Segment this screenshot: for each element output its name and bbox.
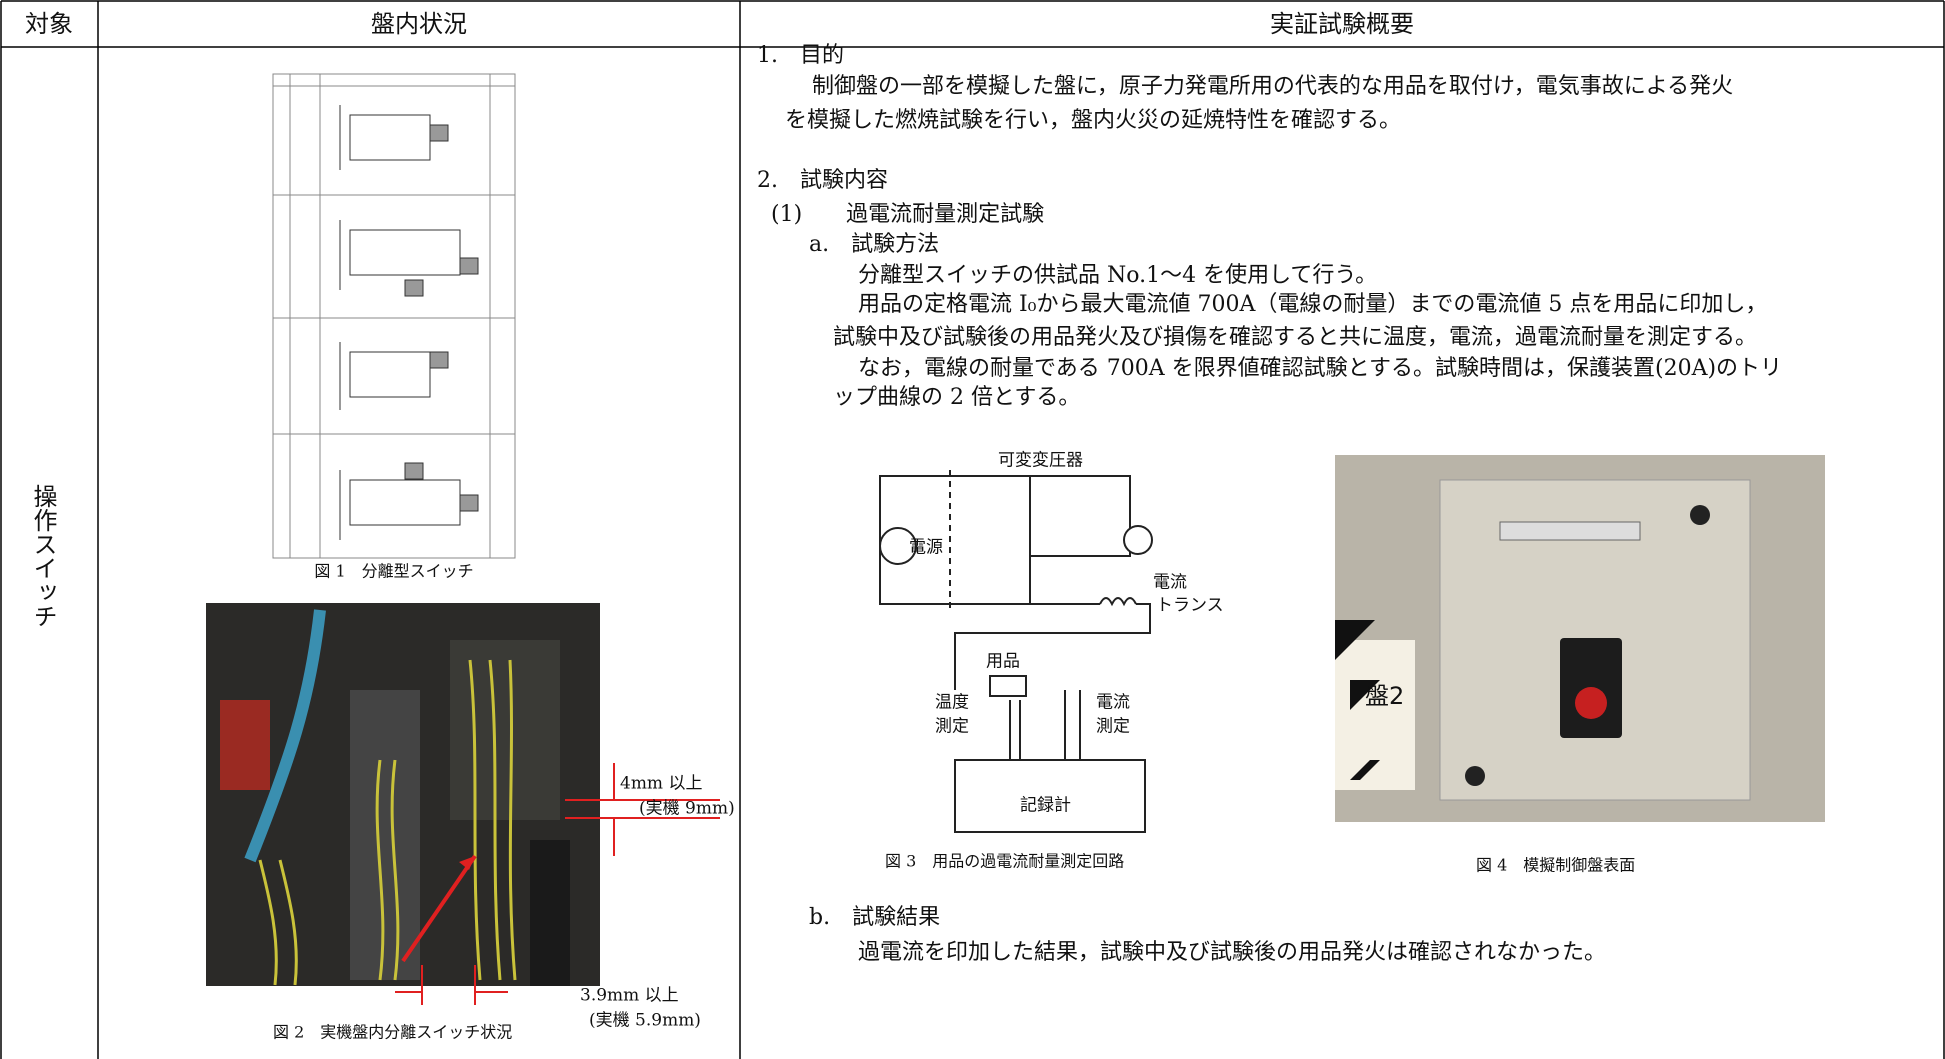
figure3-label: トランス — [1156, 596, 1224, 616]
figure2-photo — [206, 603, 600, 986]
figure2-annotation: 3.9mm 以上 — [580, 986, 679, 1006]
overview-line: 分離型スイッチの供試品 No.1～4 を使用して行う。 — [858, 263, 1377, 288]
figure3-label: 温度 — [935, 693, 969, 713]
figure1-caption: 図 1 分離型スイッチ — [314, 562, 473, 581]
figure3-caption: 図 3 用品の過電流耐量測定回路 — [885, 852, 1124, 871]
figure3-label: 電流 — [1153, 573, 1187, 593]
figure3-label: 測定 — [1096, 717, 1130, 737]
overview-line: なお，電線の耐量である 700A を限界値確認試験とする。試験時間は，保護装置(… — [858, 356, 1782, 381]
overview-line: (1) 過電流耐量測定試験 — [771, 202, 1044, 227]
figure3-circuit — [879, 470, 1153, 833]
figure4-label: 盤2 — [1365, 682, 1404, 710]
figure3-label: 記録計 — [1020, 796, 1071, 816]
overview-text: 1. 目的制御盤の一部を模擬した盤に，原子力発電所用の代表的な用品を取付け，電気… — [757, 43, 1782, 965]
row-target: 操作スイッチ — [29, 484, 57, 628]
figure3-label: 測定 — [935, 717, 969, 737]
overview-line: 2. 試験内容 — [757, 168, 888, 193]
overview-line: 用品の定格電流 I₀から最大電流値 700A（電線の耐量）までの電流値 5 点を… — [858, 292, 1767, 317]
figure2-annotation: 4mm 以上 — [620, 774, 702, 794]
header-target: 対象 — [25, 10, 73, 38]
overview-line: を模擬した燃焼試験を行い，盤内火災の延焼特性を確認する。 — [785, 108, 1401, 133]
figure3-label: 電源 — [909, 538, 943, 558]
overview-line: ップ曲線の 2 倍とする。 — [833, 385, 1080, 410]
figure2-dimension-arrows — [395, 763, 720, 1005]
overview-line: 過電流を印加した結果，試験中及び試験後の用品発火は確認されなかった。 — [858, 940, 1606, 965]
overview-line: a. 試験方法 — [809, 232, 939, 257]
figure3-label: 用品 — [986, 652, 1020, 672]
overview-line: b. 試験結果 — [809, 905, 940, 930]
overview-line: 試験中及び試験後の用品発火及び損傷を確認すると共に温度，電流，過電流耐量を測定す… — [833, 325, 1757, 350]
header-panel: 盤内状況 — [371, 10, 467, 38]
header-overview: 実証試験概要 — [1270, 10, 1414, 38]
figure3-label: 可変変圧器 — [998, 451, 1083, 471]
overview-line: 1. 目的 — [757, 43, 844, 68]
figure2-annotation: (実機 9mm) — [639, 799, 735, 819]
figure3-label: 電流 — [1096, 693, 1130, 713]
figure1-drawing — [272, 73, 516, 559]
figure2-annotation: (実機 5.9mm) — [589, 1011, 701, 1031]
figure4-caption: 図 4 模擬制御盤表面 — [1476, 856, 1635, 875]
figure4-photo — [1335, 455, 1825, 822]
figure2-caption: 図 2 実機盤内分離スイッチ状況 — [273, 1023, 512, 1042]
overview-line: 制御盤の一部を模擬した盤に，原子力発電所用の代表的な用品を取付け，電気事故による… — [812, 74, 1733, 99]
